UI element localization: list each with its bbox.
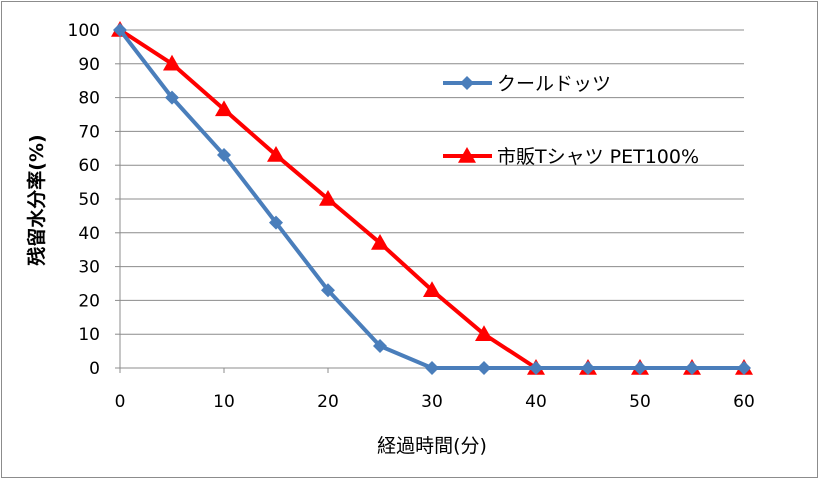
legend-item-1: 市販Tシャツ PET100% <box>443 146 699 168</box>
y-tick-label-60: 60 <box>78 156 100 176</box>
series-1-point-30 <box>423 281 441 298</box>
y-tick-label-70: 70 <box>78 122 100 142</box>
legend-marker-0 <box>460 76 474 90</box>
series-1-point-35 <box>475 325 493 341</box>
series-1-point-5 <box>163 54 181 71</box>
series-0-point-55 <box>685 361 699 375</box>
series-1 <box>111 21 753 375</box>
series-0-point-20 <box>321 283 335 298</box>
y-tick-label-10: 10 <box>78 325 100 345</box>
y-axis-title: 残留水分率(%) <box>25 134 48 265</box>
series-0-point-30 <box>425 361 439 375</box>
x-axis-title: 経過時間(分) <box>377 435 487 457</box>
series-1-point-25 <box>371 233 389 250</box>
y-tick-labels: 0 10 20 30 40 50 60 70 80 90 100 <box>68 21 100 379</box>
series-0-point-60 <box>737 361 751 375</box>
x-tick-label-10: 10 <box>213 392 235 412</box>
y-tick-label-30: 30 <box>78 258 100 278</box>
series-1-point-15 <box>267 146 285 162</box>
y-tick-label-90: 90 <box>78 55 100 75</box>
x-tick-label-20: 20 <box>317 392 339 412</box>
series-0-point-50 <box>633 361 647 375</box>
series-0-point-45 <box>581 361 595 375</box>
series-0-point-0 <box>113 23 127 37</box>
x-tick-label-40: 40 <box>525 392 547 412</box>
y-tick-label-80: 80 <box>78 89 100 109</box>
y-tick-label-50: 50 <box>78 190 100 210</box>
series-0-point-15 <box>269 215 283 230</box>
legend-label-0: クールドッツ <box>497 73 611 95</box>
series-0-point-40 <box>529 361 543 375</box>
axes <box>115 29 745 373</box>
series-0-point-25 <box>373 339 387 354</box>
y-tick-label-40: 40 <box>78 224 100 244</box>
y-tick-label-100: 100 <box>68 21 100 41</box>
y-tick-label-20: 20 <box>78 291 100 311</box>
series-1-point-20 <box>319 190 337 206</box>
grid-lines <box>120 29 744 335</box>
x-tick-label-60: 60 <box>733 392 755 412</box>
x-tick-label-50: 50 <box>629 392 651 412</box>
series-layer <box>111 21 753 375</box>
series-0-point-35 <box>477 361 491 375</box>
series-0-point-10 <box>217 148 231 163</box>
series-0 <box>113 23 751 375</box>
x-tick-label-30: 30 <box>421 392 443 412</box>
legend-item-0: クールドッツ <box>443 73 611 95</box>
series-0-point-5 <box>165 90 179 105</box>
series-1-point-10 <box>215 100 233 117</box>
legend-label-1: 市販Tシャツ PET100% <box>497 146 699 168</box>
legend-marker-1 <box>458 147 476 163</box>
x-tick-labels: 0 10 20 30 40 50 60 <box>115 392 755 412</box>
y-tick-label-0: 0 <box>89 359 100 379</box>
x-tick-label-0: 0 <box>115 392 126 412</box>
